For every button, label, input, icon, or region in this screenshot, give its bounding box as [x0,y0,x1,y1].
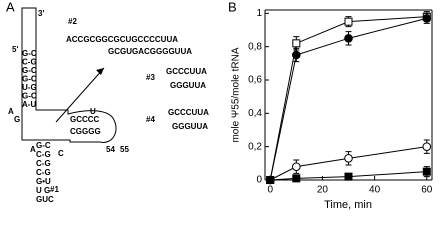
x-tick-label: 0 [267,185,273,196]
series-line [269,146,427,181]
sequence-text: #4 [146,115,155,124]
base-pair: C-G [36,150,51,159]
base-pair: U G [36,186,50,195]
sequence-text: A [30,145,36,154]
base-pair: G-C [22,75,37,84]
y-tick-label: 0,8 [248,41,262,52]
base-pair: G-C [22,49,37,58]
y-tick-label: 0,6 [248,75,262,86]
base-pair: C-G [36,168,51,177]
base-pair: U-G [22,83,37,92]
base-pair: A-U [22,100,36,109]
sequence-text: G [14,115,20,124]
sequence-text: 3' [38,9,44,18]
sequence-text: GCCCUUA [168,108,209,117]
sequence-text: 54 [106,145,115,154]
sequence-text: 55 [120,145,129,154]
sequence-text: C [58,149,64,158]
marker [292,174,301,183]
marker [292,39,301,48]
panel-label: B [228,0,237,14]
sequence-text: 5' [12,45,18,54]
y-axis-label: mole Ψ55/mole tRNA [231,47,242,142]
sequence-text: #2 [68,17,77,26]
base-pair: G-C [22,92,37,101]
marker [292,50,301,60]
sequence-text: #1 [50,185,59,194]
sequence-text: CGGGG [70,127,101,136]
marker [344,172,353,181]
marker [344,34,353,43]
base-pair: C-G [36,159,51,168]
marker [344,154,353,163]
y-tick-label: 0,2 [248,141,262,152]
base-pair: GUC [36,195,54,204]
sequence-text: GCCCUUA [166,67,207,76]
x-tick-label: 20 [317,185,329,196]
base-pair: G-C [22,66,37,75]
marker [266,176,275,184]
x-axis-label: Time, min [324,199,372,211]
sequence-text: #3 [146,73,155,82]
marker [422,14,432,23]
series-line [269,17,427,181]
sequence-text: ACCGCGGCGCUGCCCCUUA [66,35,178,44]
outline [21,7,117,143]
marker [344,17,353,26]
panel-label: A [6,0,15,14]
y-tick-label: 0,4 [248,108,262,119]
sequence-text: A [8,107,14,116]
marker [292,162,301,171]
x-tick-label: 60 [421,185,433,196]
arrow-head [96,68,104,75]
marker [422,142,432,151]
figure: A B Time, min mole Ψ55/mole tRNA 3' 5' #2 A… [6,0,433,211]
arrow [55,67,105,123]
base-pair: C-G [22,58,37,67]
base-pair: G•U [36,177,51,186]
series-line [270,171,427,181]
sequence-text: GGGUUA [170,81,206,90]
series-line [269,16,427,181]
sequence-text: GGGUUA [172,122,208,131]
base-pair: G-C [36,141,51,150]
y-tick-label: 0 [256,175,262,186]
x-tick-label: 40 [369,185,381,196]
sequence-text: GCCCC [70,115,100,124]
sequence-text: U [90,107,96,116]
marker [422,167,431,176]
sequence-text: GCGUGACGGGGUUA [108,47,192,56]
y-tick-label: 1 [256,8,262,19]
